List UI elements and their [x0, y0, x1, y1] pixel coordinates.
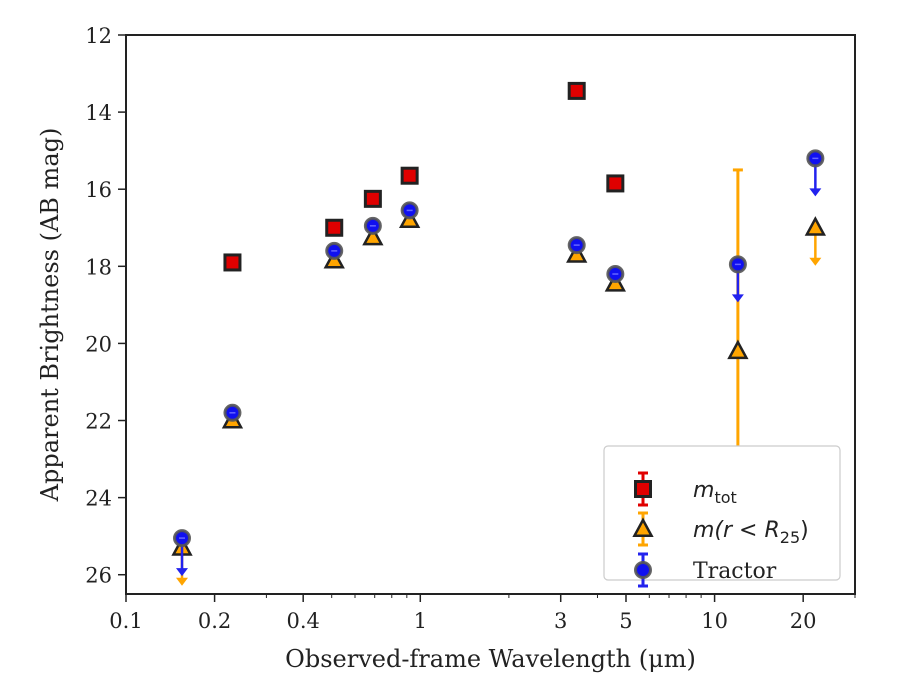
y-tick-label: 16: [85, 178, 112, 202]
y-tick-label: 14: [85, 101, 112, 125]
data-point-square: [223, 253, 242, 272]
axis-ticks: 0.1 0.2 0.4 1 3 5 10 20 12 14 16 18 20 22 24 26: [85, 24, 856, 633]
x-tick-label: 0.2: [198, 609, 231, 633]
data-point-square: [606, 174, 625, 193]
data-point-square: [363, 189, 382, 208]
x-tick-label: 5: [619, 609, 632, 633]
legend-label: Tractor: [693, 559, 777, 584]
x-axis-label: Observed-frame Wavelength (μm): [285, 645, 696, 673]
limit-arrow-head: [731, 294, 744, 303]
x-tick-label: 3: [554, 609, 567, 633]
series-circle: [173, 149, 825, 577]
legend-marker-circle: [634, 561, 652, 579]
data-point-triangle: [804, 216, 827, 236]
x-tick-label: 10: [701, 609, 728, 633]
x-tick-label: 0.1: [109, 609, 142, 633]
data-point-square: [567, 81, 586, 100]
legend-marker-square: [634, 480, 652, 498]
x-tick-label: 0.4: [286, 609, 319, 633]
legend-marker-triangle: [632, 517, 654, 537]
limit-arrow-head: [809, 257, 822, 266]
y-tick-label: 26: [85, 564, 112, 588]
limit-arrow-head: [176, 577, 189, 586]
data-marks: [171, 81, 827, 586]
y-axis-label: Apparent Brightness (AB mag): [36, 128, 64, 503]
y-tick-label: 22: [85, 410, 112, 434]
legend-label: m(r < R25): [693, 518, 809, 547]
x-tick-label: 1: [414, 609, 427, 633]
x-tick-label: 20: [790, 609, 817, 633]
limit-arrow-head: [176, 568, 189, 577]
legend-label: mtot: [693, 478, 737, 507]
legend: mtot m(r < R25) Tractor: [603, 445, 841, 588]
y-tick-label: 18: [85, 255, 112, 279]
y-tick-label: 20: [85, 332, 112, 356]
data-point-square: [325, 218, 344, 237]
y-tick-label: 24: [85, 487, 112, 511]
series-square: [223, 81, 625, 272]
plot-frame: [125, 34, 856, 595]
y-tick-label: 12: [85, 24, 112, 48]
data-point-square: [400, 166, 419, 185]
legend-box: [603, 445, 841, 581]
limit-arrow-head: [809, 188, 822, 197]
data-point-triangle: [727, 339, 749, 360]
data-point-triangle: [362, 225, 384, 246]
